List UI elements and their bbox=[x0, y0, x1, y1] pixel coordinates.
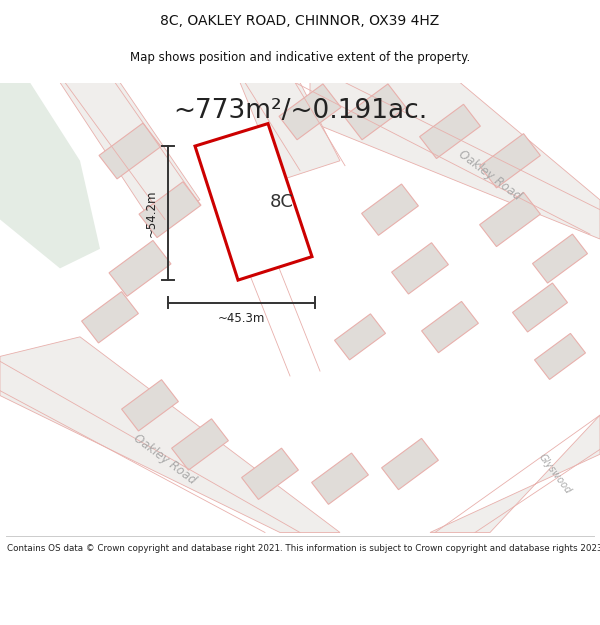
Text: 8C, OAKLEY ROAD, CHINNOR, OX39 4HZ: 8C, OAKLEY ROAD, CHINNOR, OX39 4HZ bbox=[160, 14, 440, 28]
Text: ~773m²/~0.191ac.: ~773m²/~0.191ac. bbox=[173, 98, 427, 124]
Polygon shape bbox=[195, 124, 312, 280]
Polygon shape bbox=[422, 301, 478, 352]
Polygon shape bbox=[242, 448, 298, 499]
Polygon shape bbox=[109, 241, 171, 296]
Polygon shape bbox=[335, 314, 385, 360]
Polygon shape bbox=[479, 134, 541, 188]
Polygon shape bbox=[60, 82, 200, 219]
Text: Oakley Road: Oakley Road bbox=[456, 148, 524, 203]
Text: Glyswood: Glyswood bbox=[537, 452, 573, 496]
Text: ~45.3m: ~45.3m bbox=[218, 312, 265, 326]
Text: Contains OS data © Crown copyright and database right 2021. This information is : Contains OS data © Crown copyright and d… bbox=[7, 544, 600, 552]
Polygon shape bbox=[99, 123, 161, 179]
Polygon shape bbox=[139, 182, 201, 238]
Polygon shape bbox=[311, 453, 368, 504]
Polygon shape bbox=[0, 82, 100, 268]
Polygon shape bbox=[430, 415, 600, 532]
Polygon shape bbox=[0, 337, 340, 532]
Polygon shape bbox=[240, 82, 340, 181]
Polygon shape bbox=[479, 192, 541, 247]
Polygon shape bbox=[122, 379, 178, 431]
Polygon shape bbox=[382, 438, 439, 489]
Polygon shape bbox=[279, 84, 341, 140]
Polygon shape bbox=[82, 292, 139, 343]
Polygon shape bbox=[172, 419, 229, 470]
Text: ~54.2m: ~54.2m bbox=[145, 189, 158, 237]
Polygon shape bbox=[535, 333, 586, 379]
Text: Oakley Road: Oakley Road bbox=[131, 431, 199, 487]
Polygon shape bbox=[344, 84, 406, 140]
Text: 8C: 8C bbox=[270, 193, 294, 211]
Polygon shape bbox=[533, 234, 587, 283]
Polygon shape bbox=[310, 82, 600, 239]
Polygon shape bbox=[419, 104, 481, 159]
Polygon shape bbox=[512, 283, 568, 332]
Polygon shape bbox=[392, 242, 448, 294]
Polygon shape bbox=[362, 184, 418, 236]
Text: Map shows position and indicative extent of the property.: Map shows position and indicative extent… bbox=[130, 51, 470, 64]
